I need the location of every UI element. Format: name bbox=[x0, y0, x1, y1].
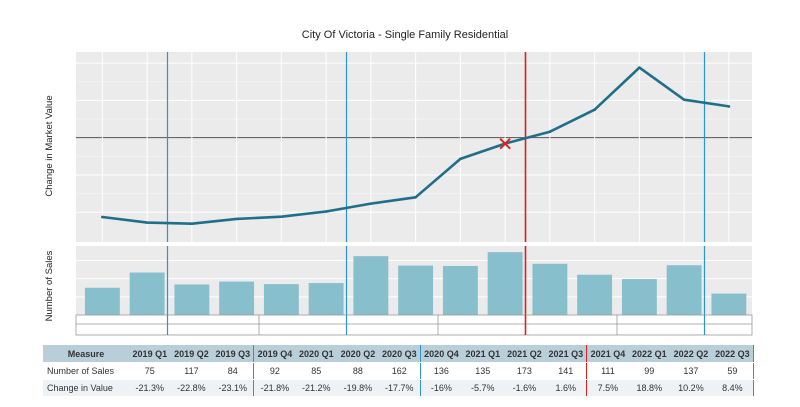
table-cell: 2019 Q1 bbox=[129, 345, 171, 363]
table-cell: 2021 Q2 bbox=[503, 345, 546, 363]
value-point bbox=[235, 217, 238, 221]
table-cell: -19.8% bbox=[337, 379, 379, 397]
table-cell: 10.2% bbox=[670, 379, 712, 397]
table-cell: -21.3% bbox=[129, 379, 171, 397]
bar-y-axis-label: Number of Sales bbox=[44, 250, 55, 321]
sales-bar bbox=[532, 263, 568, 315]
value-point bbox=[727, 105, 731, 108]
table-cell: 2020 Q3 bbox=[378, 345, 421, 363]
sales-bar bbox=[129, 272, 165, 315]
value-point bbox=[682, 98, 686, 101]
table-cell: 141 bbox=[545, 362, 588, 380]
table-cell: 8.4% bbox=[711, 379, 754, 397]
table-cell: 2022 Q2 bbox=[670, 345, 712, 363]
table-cell: 75 bbox=[129, 362, 171, 380]
sales-bar bbox=[174, 284, 210, 315]
table-cell: 2019 Q2 bbox=[170, 345, 213, 363]
table-cell: 135 bbox=[462, 362, 504, 380]
table-cell: 2021 Q4 bbox=[586, 345, 629, 363]
table-cell: 85 bbox=[295, 362, 338, 380]
table-cell: 88 bbox=[337, 362, 379, 380]
table-cell: 2021 Q3 bbox=[545, 345, 588, 363]
sales-bar bbox=[84, 287, 120, 315]
data-table: Measure 2019 Q1 2019 Q2 2019 Q3 2019 Q4 2020 … bbox=[43, 345, 754, 397]
table-cell: 2022 Q3 bbox=[711, 345, 754, 363]
sales-bar bbox=[621, 279, 657, 315]
table-row-label: Change in Value bbox=[43, 379, 129, 397]
value-point bbox=[145, 221, 149, 224]
sales-bar bbox=[711, 293, 747, 315]
table-cell: 18.8% bbox=[628, 379, 671, 397]
table-cell: -22.8% bbox=[170, 379, 213, 397]
sales-bar bbox=[487, 252, 523, 315]
table-cell: 59 bbox=[711, 362, 754, 380]
table-cell: -23.1% bbox=[212, 379, 255, 397]
table-cell: 2021 Q1 bbox=[462, 345, 504, 363]
value-point bbox=[414, 195, 417, 199]
table-cell: 92 bbox=[253, 362, 296, 380]
table-cell: 84 bbox=[212, 362, 255, 380]
sales-bar bbox=[577, 274, 613, 315]
table-cell: 2020 Q4 bbox=[420, 345, 462, 363]
table-cell: -5.7% bbox=[462, 379, 504, 397]
sales-bar bbox=[442, 265, 478, 315]
table-header-row: Measure 2019 Q1 2019 Q2 2019 Q3 2019 Q4 2020 … bbox=[43, 345, 754, 363]
table-cell: 2022 Q1 bbox=[628, 345, 671, 363]
table-cell: 99 bbox=[628, 362, 671, 380]
highlight-x-marker bbox=[499, 137, 511, 150]
table-cell: 2019 Q4 bbox=[253, 345, 296, 363]
value-point bbox=[280, 215, 283, 218]
table-cell: 2020 Q1 bbox=[295, 345, 338, 363]
value-point bbox=[369, 202, 373, 205]
line-y-axis-label: Change in Market Value bbox=[44, 95, 55, 196]
table-cell: -21.8% bbox=[253, 379, 296, 397]
sales-bar bbox=[398, 265, 434, 315]
table-row-label: Measure bbox=[43, 345, 129, 363]
table-row-label: Number of Sales bbox=[43, 362, 129, 380]
table-cell: -16% bbox=[420, 379, 462, 397]
chart-title: City Of Victoria - Single Family Residen… bbox=[302, 29, 508, 41]
table-cell: 111 bbox=[586, 362, 629, 380]
table-row: Number of Sales 75 117 84 92 85 88 162 136 135 173… bbox=[43, 362, 754, 380]
sales-bar bbox=[219, 281, 255, 315]
sales-bar bbox=[666, 265, 702, 315]
table-cell: 2020 Q2 bbox=[337, 345, 379, 363]
x-axis-strip bbox=[75, 314, 753, 336]
table-cell: 173 bbox=[503, 362, 546, 380]
sales-bar bbox=[308, 283, 344, 315]
value-point bbox=[190, 222, 194, 226]
table-row: Change in Value -21.3% -22.8% -23.1% -21.8% -… bbox=[43, 379, 754, 397]
value-point bbox=[548, 130, 552, 134]
table-cell: 137 bbox=[670, 362, 712, 380]
table-cell: 7.5% bbox=[586, 379, 629, 397]
value-point bbox=[593, 108, 596, 112]
value-point bbox=[101, 215, 104, 219]
table-cell: 136 bbox=[420, 362, 462, 380]
table-cell: -21.2% bbox=[295, 379, 338, 397]
table-cell: 162 bbox=[378, 362, 421, 380]
table-cell: -17.7% bbox=[378, 379, 421, 397]
sales-bar bbox=[263, 284, 299, 315]
table-cell: 2019 Q3 bbox=[212, 345, 255, 363]
value-point bbox=[324, 210, 328, 213]
value-point bbox=[638, 66, 641, 69]
table-cell: 1.6% bbox=[545, 379, 588, 397]
table-cell: -1.6% bbox=[503, 379, 546, 397]
sales-bar bbox=[353, 256, 389, 315]
value-point bbox=[459, 157, 462, 161]
line-plot-area bbox=[76, 52, 752, 242]
table-cell: 117 bbox=[170, 362, 213, 380]
